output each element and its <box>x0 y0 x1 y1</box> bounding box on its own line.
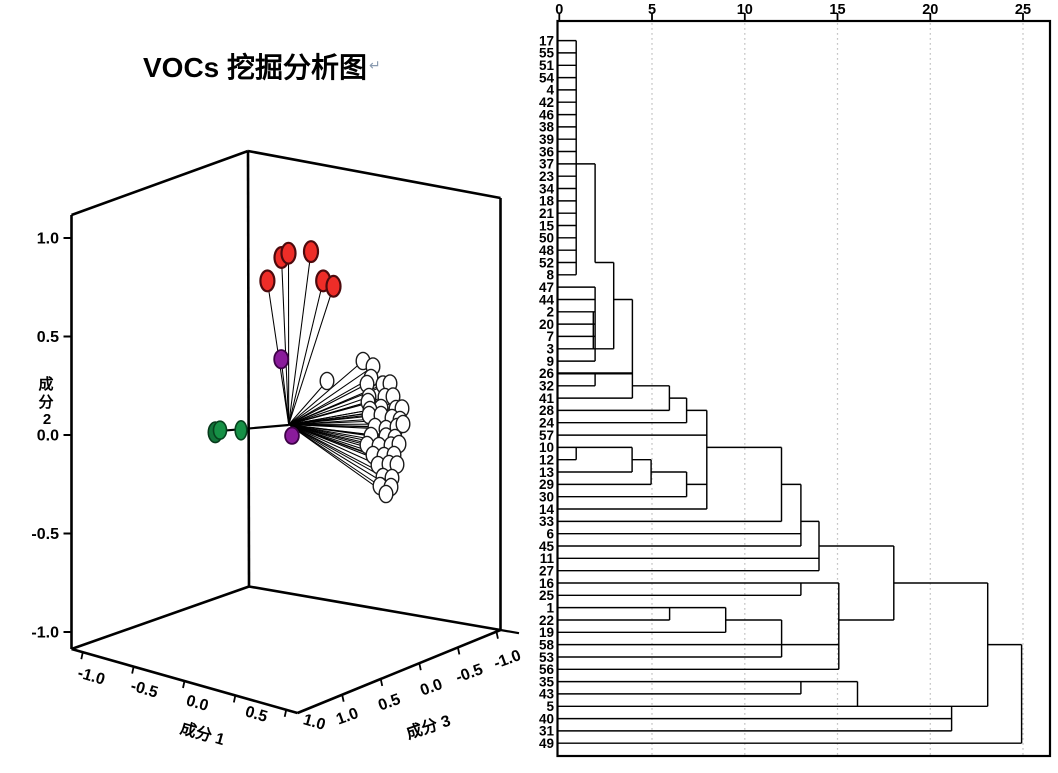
svg-text:0.5: 0.5 <box>37 329 59 346</box>
svg-text:0.0: 0.0 <box>37 428 59 445</box>
svg-text:分: 分 <box>38 394 53 411</box>
svg-text:20: 20 <box>922 2 938 18</box>
svg-text:1.0: 1.0 <box>37 231 59 248</box>
svg-text:2: 2 <box>43 411 51 428</box>
svg-text:VOCs 挖掘分析图: VOCs 挖掘分析图 <box>143 51 367 83</box>
svg-text:成: 成 <box>38 375 53 393</box>
svg-text:15: 15 <box>829 2 845 18</box>
svg-text:↵: ↵ <box>369 57 381 73</box>
svg-text:-0.5: -0.5 <box>31 526 59 543</box>
svg-text:10: 10 <box>737 2 753 18</box>
svg-text:0: 0 <box>555 2 563 18</box>
svg-text:25: 25 <box>1015 2 1031 18</box>
svg-text:5: 5 <box>648 2 656 18</box>
svg-text:49: 49 <box>539 736 554 751</box>
svg-text:-1.0: -1.0 <box>31 625 59 642</box>
